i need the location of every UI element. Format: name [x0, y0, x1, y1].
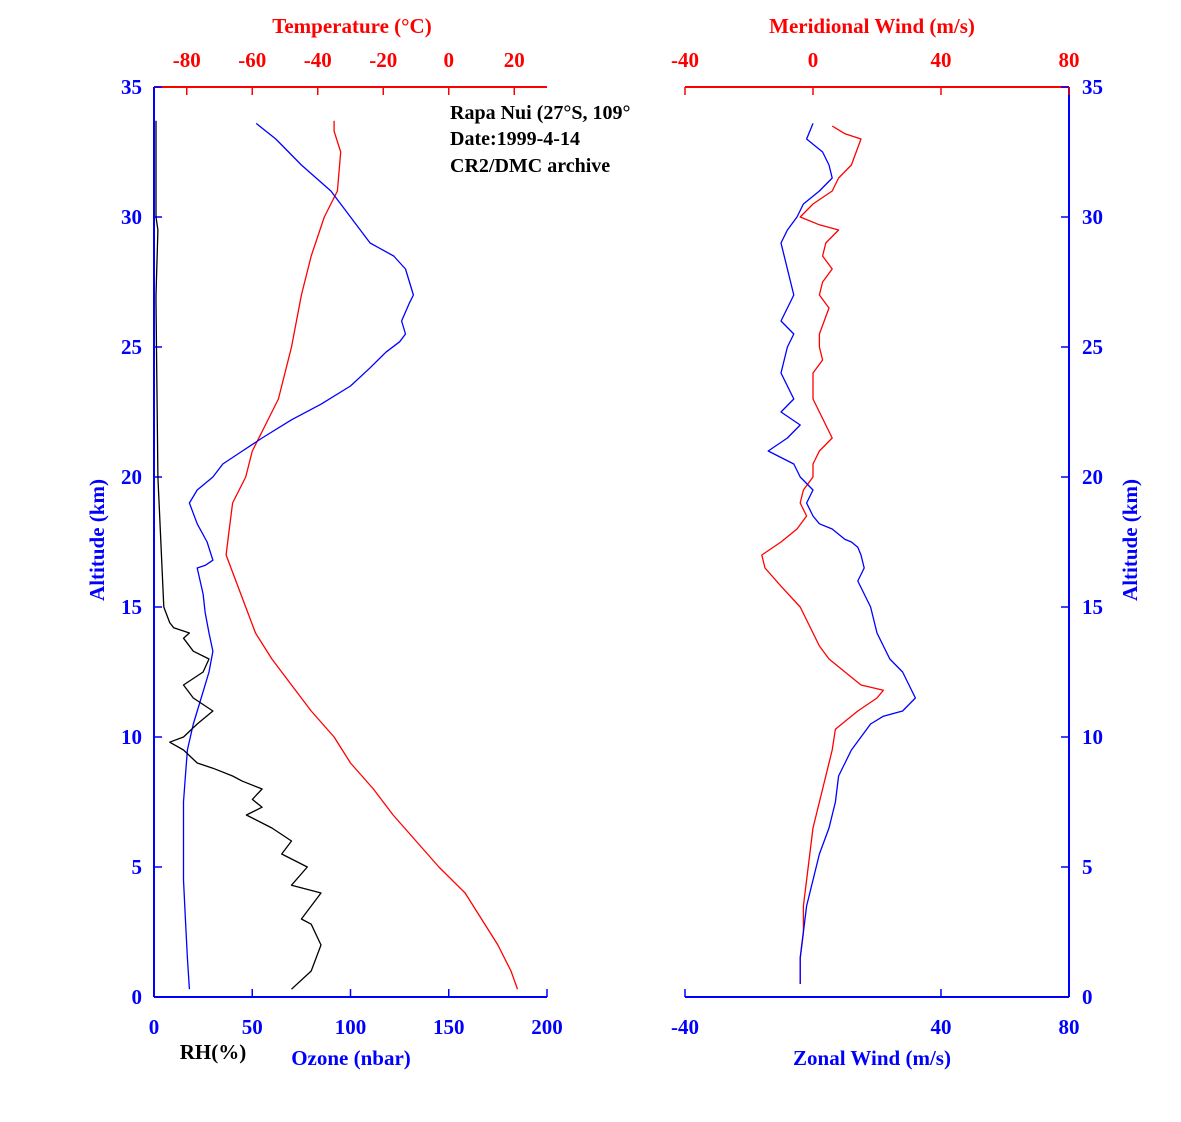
right-panel-ticks: 0 5 10 15 20 25 30 35 -40 40 80 -40 0 40 80 — [671, 48, 1103, 1039]
right-series-zonal-wind-m-s — [767, 123, 917, 984]
right-y-tick-label: 5 — [1082, 855, 1093, 879]
left-y-axis-label: Altitude (km) — [85, 479, 109, 601]
left-series-ozone-nbar — [182, 122, 415, 990]
left-y-tick-label: 20 — [121, 465, 142, 489]
left-top-tick-label: -40 — [304, 48, 332, 72]
right-y-tick-label: 10 — [1082, 725, 1103, 749]
left-y-tick-label: 10 — [121, 725, 142, 749]
annotation-line-1: Rapa Nui (27°S, 109° — [450, 102, 630, 124]
annotation-line-2: Date:1999-4-14 — [450, 128, 580, 150]
annotation-line-3: CR2/DMC archive — [450, 155, 610, 177]
left-top-tick-label: 0 — [444, 48, 455, 72]
left-y-tick-label: 5 — [132, 855, 143, 879]
right-panel: 0 5 10 15 20 25 30 35 -40 40 80 -40 0 40 80 Altitude (… — [671, 14, 1142, 1070]
right-bottom-axis-label: Zonal Wind (m/s) — [793, 1046, 951, 1070]
right-y-tick-label: 30 — [1082, 205, 1103, 229]
left-bottom-tick-label: 50 — [242, 1015, 263, 1039]
left-bottom-tick-label: 0 — [149, 1015, 160, 1039]
left-top-tick-label: -80 — [173, 48, 201, 72]
left-y-tick-label: 0 — [132, 985, 143, 1009]
left-top-tick-label: 20 — [504, 48, 525, 72]
right-bottom-tick-label: 40 — [931, 1015, 952, 1039]
left-y-tick-label: 30 — [121, 205, 142, 229]
right-top-tick-label: -40 — [671, 48, 699, 72]
left-panel: 0 5 10 15 20 25 30 35 0 50 100 150 200 -80 -60 -40 -20 0 2… — [85, 14, 630, 1070]
left-top-axis-label: Temperature (°C) — [272, 14, 431, 38]
left-bottom-tick-label: 100 — [335, 1015, 367, 1039]
right-y-tick-label: 0 — [1082, 985, 1093, 1009]
right-panel-series — [761, 123, 917, 984]
right-top-axis-label: Meridional Wind (m/s) — [769, 14, 975, 38]
left-series-temperature-c — [225, 120, 519, 990]
left-bottom-tick-label: 200 — [531, 1015, 563, 1039]
right-y-tick-label: 35 — [1082, 75, 1103, 99]
left-y-tick-label: 35 — [121, 75, 142, 99]
left-panel-ticks: 0 5 10 15 20 25 30 35 0 50 100 150 200 -80 -60 -40 -20 0 2… — [121, 48, 563, 1039]
right-top-tick-label: 0 — [808, 48, 819, 72]
right-y-axis-label: Altitude (km) — [1118, 479, 1142, 601]
left-top-tick-label: -60 — [238, 48, 266, 72]
left-top-tick-label: -20 — [369, 48, 397, 72]
left-y-tick-label: 25 — [121, 335, 142, 359]
right-y-tick-label: 15 — [1082, 595, 1103, 619]
right-y-tick-label: 25 — [1082, 335, 1103, 359]
annotation: Rapa Nui (27°S, 109° Date:1999-4-14 CR2/… — [450, 102, 630, 177]
left-bottom-tick-label: 150 — [433, 1015, 465, 1039]
right-y-tick-label: 20 — [1082, 465, 1103, 489]
right-bottom-tick-label: -40 — [671, 1015, 699, 1039]
right-series-meridional-wind-m-s — [761, 125, 885, 984]
right-top-tick-label: 40 — [931, 48, 952, 72]
left-bottom-axis-label: Ozone (nbar) — [291, 1046, 411, 1070]
left-series-rh — [155, 120, 322, 990]
left-y-tick-label: 15 — [121, 595, 142, 619]
rh-axis-label: RH(%) — [180, 1040, 247, 1064]
right-bottom-tick-label: 80 — [1059, 1015, 1080, 1039]
right-top-tick-label: 80 — [1059, 48, 1080, 72]
left-panel-series — [155, 120, 519, 990]
